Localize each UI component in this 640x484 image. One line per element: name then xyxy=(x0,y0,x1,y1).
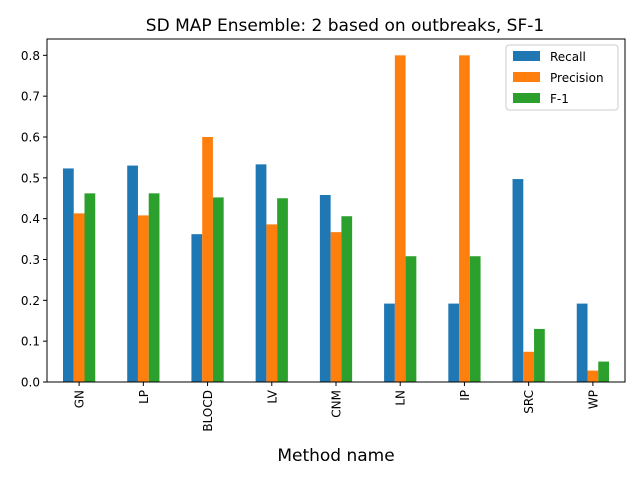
y-tick-label: 0.3 xyxy=(21,253,40,267)
x-tick-label: IP xyxy=(458,390,472,401)
bars-group xyxy=(62,55,610,382)
bar-recall-blocd xyxy=(191,234,203,382)
bar-f-1-blocd xyxy=(212,197,224,382)
legend: Recall Precision F-1 xyxy=(505,44,619,111)
bar-recall-ip xyxy=(448,303,460,382)
x-tick-label: CNM xyxy=(330,390,344,418)
x-axis-label: Method name xyxy=(277,446,394,466)
bar-recall-lv xyxy=(255,164,267,382)
bar-recall-lp xyxy=(127,165,138,382)
bar-f-1-src xyxy=(534,328,545,382)
x-tick-label: WP xyxy=(586,390,600,409)
chart-title: SD MAP Ensemble: 2 based on outbreaks, S… xyxy=(146,16,544,36)
bar-recall-src xyxy=(512,179,524,382)
legend-swatch-recall xyxy=(513,51,540,61)
x-tick-label: GN xyxy=(73,390,87,408)
x-axis: GN LP BLOCD LV CNM LN IP SRC WP xyxy=(73,382,600,432)
x-tick-label: SRC xyxy=(522,390,536,414)
bar-f-1-gn xyxy=(84,193,96,382)
y-tick-label: 0.7 xyxy=(21,90,40,104)
legend-label-recall: Recall xyxy=(550,50,586,64)
y-axis: 0.0 0.1 0.2 0.3 0.4 0.5 0.6 0.7 0.8 xyxy=(21,49,47,390)
bar-recall-cnm xyxy=(319,194,331,382)
y-tick-label: 0.5 xyxy=(21,171,40,185)
x-tick-label: BLOCD xyxy=(201,390,215,432)
y-tick-label: 0.8 xyxy=(21,49,40,63)
bar-f-1-ip xyxy=(469,256,481,382)
bar-precision-src xyxy=(523,351,535,382)
y-tick-label: 0.0 xyxy=(21,376,40,390)
legend-swatch-precision xyxy=(513,72,540,82)
bar-recall-gn xyxy=(62,168,74,382)
y-tick-label: 0.1 xyxy=(21,335,40,349)
y-tick-label: 0.6 xyxy=(21,131,40,145)
bar-precision-lv xyxy=(266,224,278,382)
bar-precision-blocd xyxy=(202,137,213,382)
legend-label-f-1: F-1 xyxy=(550,92,569,106)
y-tick-label: 0.2 xyxy=(21,294,40,308)
x-tick-label: LP xyxy=(137,390,151,404)
legend-swatch-f-1 xyxy=(513,93,540,103)
bar-recall-ln xyxy=(384,303,395,382)
bar-f-1-ln xyxy=(405,256,417,382)
bar-precision-gn xyxy=(73,213,85,382)
bar-precision-ip xyxy=(459,55,470,382)
bar-precision-lp xyxy=(137,215,149,382)
bar-f-1-cnm xyxy=(341,216,353,382)
bar-precision-cnm xyxy=(330,232,342,382)
bar-recall-wp xyxy=(576,303,588,382)
x-tick-label: LN xyxy=(394,390,408,406)
x-tick-label: LV xyxy=(265,389,279,403)
bar-precision-wp xyxy=(587,370,599,382)
y-tick-label: 0.4 xyxy=(21,212,40,226)
legend-label-precision: Precision xyxy=(550,71,604,85)
bar-f-1-lp xyxy=(148,193,160,382)
bar-precision-ln xyxy=(394,55,406,382)
bar-f-1-wp xyxy=(598,361,610,382)
bar-f-1-lv xyxy=(277,198,288,382)
